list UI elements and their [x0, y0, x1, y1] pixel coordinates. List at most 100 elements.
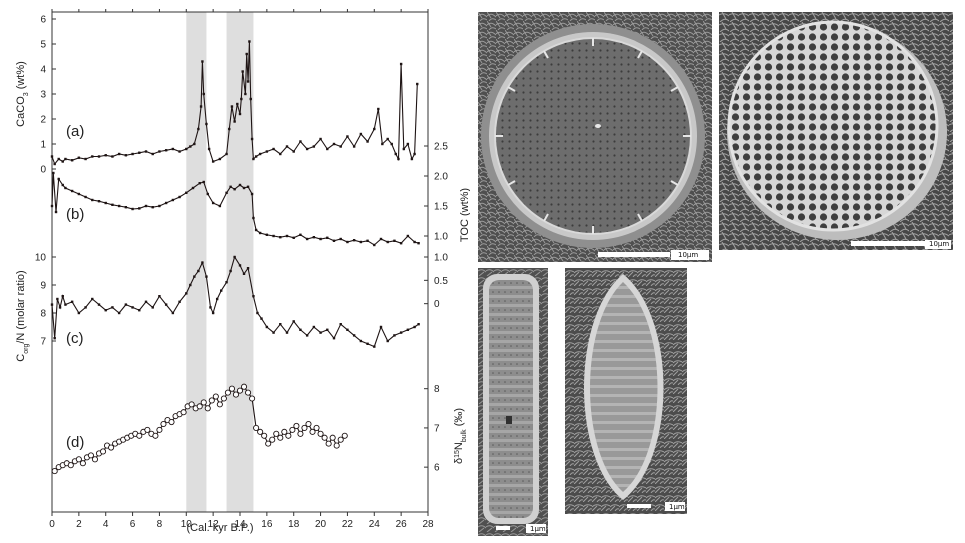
y-tick-label-c: 9 — [40, 281, 46, 292]
data-point-a — [279, 152, 282, 156]
y-tick-label-d: 7 — [434, 423, 440, 434]
data-point-a — [410, 157, 414, 161]
shaded-interval-1 — [186, 12, 207, 512]
data-point-a — [402, 147, 406, 151]
data-point-d — [220, 395, 227, 402]
disc-diatom-scale-label: 10μm — [678, 251, 699, 259]
chart-axes — [51, 9, 429, 516]
y-tick-label-a: 1 — [40, 140, 46, 151]
data-point-a — [241, 70, 244, 73]
data-point-b — [202, 180, 205, 184]
data-point-b — [84, 195, 87, 199]
data-point-a — [244, 92, 247, 96]
data-point-b — [158, 204, 161, 208]
data-point-d — [51, 468, 58, 475]
y-tick-label-a: 0 — [40, 165, 46, 176]
x-tick-label: 6 — [130, 519, 136, 530]
data-point-a — [292, 150, 295, 153]
data-series — [50, 40, 420, 475]
x-tick-label: 26 — [396, 519, 408, 530]
data-point-a — [202, 92, 205, 96]
data-point-b — [104, 201, 107, 205]
data-point-c — [220, 289, 223, 292]
data-point-b — [151, 206, 154, 209]
data-point-c — [131, 306, 134, 309]
data-point-a — [199, 105, 203, 108]
data-point-d — [257, 428, 264, 435]
sem-disc-diatom: 10μm — [478, 12, 712, 262]
data-point-b — [164, 201, 168, 205]
data-point-a — [394, 152, 397, 156]
data-point-c — [339, 323, 342, 326]
y-tick-label-c-right: 1.0 — [434, 253, 448, 264]
data-point-c — [233, 255, 236, 259]
data-point-c — [229, 269, 232, 273]
data-point-b — [399, 242, 403, 245]
data-point-c — [144, 300, 148, 303]
data-point-c — [53, 337, 56, 340]
data-point-a — [272, 147, 275, 151]
data-point-b — [339, 237, 342, 241]
data-point-b — [91, 198, 94, 202]
data-point-c — [285, 331, 289, 334]
x-tick-label: 18 — [288, 519, 300, 530]
data-point-c — [312, 325, 316, 329]
data-point-b — [312, 236, 316, 239]
data-point-a — [254, 155, 258, 158]
data-point-b — [379, 237, 383, 241]
lens-diatom-scale-label: 1μm — [669, 503, 685, 511]
data-point-c — [56, 297, 59, 301]
data-point-a — [151, 152, 154, 156]
data-point-c — [209, 306, 212, 309]
data-point-c — [61, 295, 64, 298]
data-point-b — [242, 186, 246, 190]
data-point-a — [339, 145, 342, 148]
data-point-d — [212, 393, 219, 400]
data-point-d — [99, 448, 107, 455]
data-point-d — [301, 424, 308, 431]
data-point-d — [289, 426, 296, 433]
data-point-c — [205, 275, 208, 278]
data-point-c — [279, 323, 282, 326]
pore-diatom-scale-label: 10μm — [929, 240, 950, 248]
data-point-d — [269, 436, 276, 443]
data-point-c — [352, 334, 356, 337]
data-point-a — [346, 135, 349, 138]
data-point-b — [111, 203, 114, 206]
data-point-b — [171, 198, 175, 202]
data-point-d — [228, 385, 235, 392]
chart-labels: 0 2 4 6 8 10 12 14 16 18 20 22 24 26 28(Cal. kyr B.P.)… — [15, 15, 470, 535]
data-point-c — [104, 309, 107, 312]
shaded-intervals — [186, 12, 254, 512]
data-point-a — [249, 97, 252, 101]
data-point-c — [265, 325, 269, 329]
panel-label-c: (c) — [66, 330, 84, 347]
data-point-b — [225, 191, 228, 194]
data-point-a — [189, 145, 192, 148]
data-point-a — [359, 132, 363, 136]
data-point-c — [272, 331, 275, 334]
data-point-a — [245, 52, 248, 56]
x-tick-label: 16 — [261, 519, 273, 530]
data-point-c — [91, 297, 94, 301]
data-point-b — [124, 206, 128, 209]
data-point-d — [79, 460, 86, 467]
data-point-b — [272, 234, 275, 238]
data-point-b — [229, 185, 232, 188]
data-point-d — [216, 401, 223, 408]
data-point-d — [91, 456, 99, 463]
data-point-c — [292, 320, 295, 323]
data-point-d — [168, 418, 175, 426]
data-point-a — [312, 145, 316, 148]
data-point-b — [246, 185, 250, 188]
y-axis-label-c: Corg/N (molar ratio) — [15, 270, 30, 361]
data-point-a — [53, 162, 56, 166]
data-point-a — [50, 155, 54, 158]
data-point-a — [144, 150, 148, 153]
data-point-b — [252, 216, 255, 220]
panel-label-b: (b) — [66, 206, 84, 223]
data-point-a — [70, 159, 74, 162]
data-point-b — [366, 239, 369, 242]
data-point-a — [250, 137, 254, 141]
data-point-d — [240, 383, 248, 390]
